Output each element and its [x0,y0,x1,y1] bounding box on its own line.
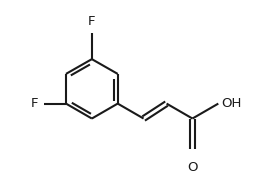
Text: F: F [88,15,96,27]
Text: F: F [31,97,38,110]
Text: OH: OH [221,97,241,110]
Text: O: O [187,161,198,174]
